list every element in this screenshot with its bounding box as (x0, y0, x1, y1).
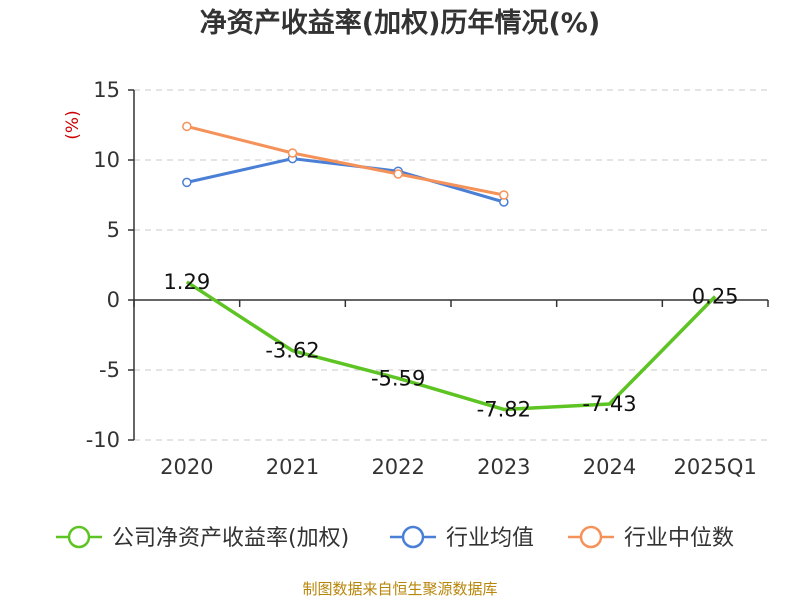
y-tick-label: -10 (86, 428, 120, 452)
legend-item[interactable]: 行业中位数 (568, 525, 734, 551)
x-axis-ticks: 2020 2021 2022 2023 2024 2025Q1 (133, 300, 769, 479)
x-tick-label: 2021 (266, 455, 319, 479)
y-axis-ticks: 15 10 5 0 -5 -10 (86, 78, 134, 452)
legend-swatch-marker (579, 525, 603, 549)
y-tick-label: 0 (107, 288, 120, 312)
series-line (186, 124, 505, 197)
source-note: 制图数据来自恒生聚源数据库 (302, 580, 497, 598)
chart-title: 净资产收益率(加权)历年情况(%) (200, 7, 600, 39)
data-point (499, 190, 509, 200)
legend[interactable]: 公司净资产收益率(加权) 行业均值 行业中位数 (56, 525, 734, 551)
data-label: -3.62 (265, 339, 319, 363)
series-line (185, 280, 717, 412)
gridlines (134, 89, 768, 441)
x-tick-label: 2020 (160, 455, 213, 479)
data-point (393, 169, 403, 179)
data-label: 0.25 (692, 285, 739, 309)
legend-swatch-marker (401, 525, 425, 549)
y-tick-label: 10 (93, 148, 120, 172)
x-tick-label: 2022 (371, 455, 424, 479)
x-tick-label: 2024 (583, 455, 636, 479)
legend-item[interactable]: 行业均值 (390, 525, 534, 551)
series-lines (182, 121, 717, 412)
legend-label: 公司净资产收益率(加权) (112, 526, 349, 551)
x-tick-label: 2025Q1 (673, 455, 756, 479)
legend-swatch-marker (67, 525, 91, 549)
legend-item[interactable]: 公司净资产收益率(加权) (56, 525, 349, 551)
y-tick-label: -5 (99, 358, 120, 382)
legend-label: 行业均值 (446, 526, 534, 551)
series-line (186, 157, 505, 204)
data-label: -5.59 (371, 366, 425, 390)
data-point (182, 177, 192, 188)
data-labels: 1.29 -3.62 -5.59 -7.82 -7.43 0.25 (163, 270, 738, 422)
data-label: -7.43 (582, 392, 636, 416)
y-tick-label: 5 (107, 218, 120, 242)
y-axis-unit: (%) (63, 110, 83, 139)
data-point (182, 121, 192, 132)
data-point (287, 148, 298, 158)
y-tick-label: 15 (93, 78, 120, 102)
data-label: -7.82 (477, 397, 531, 421)
x-tick-label: 2023 (477, 455, 530, 479)
data-label: 1.29 (163, 270, 210, 294)
legend-label: 行业中位数 (624, 526, 734, 551)
